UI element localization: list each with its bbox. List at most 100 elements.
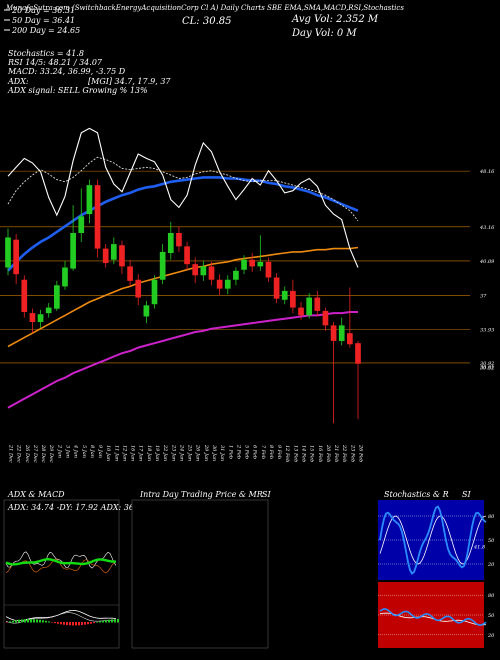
macd-histogram-bar <box>96 621 98 623</box>
date-label: 25 Jan <box>187 444 193 461</box>
stochastics-panel: Stochastics & R SI 41.8 80 50 20 80 50 20 <box>378 490 495 648</box>
candle-body <box>143 305 150 317</box>
price-tick-label: 33.93 <box>480 327 494 333</box>
candle-body <box>249 259 256 267</box>
candle-body <box>338 325 345 341</box>
macd-histogram-bar <box>66 622 68 626</box>
candle-body <box>159 251 166 280</box>
adx-panel-title: ADX & MACD <box>7 490 65 499</box>
intraday-panel-title: Intra Day Trading Price & MR <box>139 490 263 499</box>
avg-vol-label: Avg Vol: 2.352 M <box>291 14 379 25</box>
rsi-tick-label: 50 <box>488 613 495 619</box>
legend-label: 50 Day = 36.41 <box>12 16 75 25</box>
macd-histogram-bar <box>72 622 74 626</box>
date-label: 7 Feb <box>260 445 266 459</box>
date-label: 18 Jan <box>146 445 152 461</box>
macd-histogram-bar <box>51 622 53 623</box>
candle-body <box>314 297 321 311</box>
macd-histogram-bar <box>99 621 101 623</box>
macd-histogram-bar <box>81 622 83 626</box>
candle-body <box>233 270 239 280</box>
date-label: 4 Jan <box>73 444 79 458</box>
candle-body <box>224 279 231 289</box>
date-label: 5 Feb <box>244 445 250 459</box>
date-label: 5 Jan <box>81 445 87 458</box>
date-label: 29 Jan <box>203 444 209 461</box>
date-label: 11 Jan <box>113 445 119 461</box>
stoch-tick-label: 80 <box>488 514 495 520</box>
candle-body <box>151 279 158 305</box>
date-label: 26 Dec <box>24 444 30 463</box>
adx-panel-frame <box>3 499 120 649</box>
stoch-value-label: 41.8 <box>473 545 485 551</box>
date-label: 21 Feb <box>333 444 339 462</box>
candle-body <box>127 266 133 281</box>
sma-dotted-line <box>7 156 359 222</box>
candle-body <box>347 333 353 345</box>
candle-body <box>167 233 174 254</box>
ema100-line <box>7 246 359 348</box>
intraday-panel-right: SI <box>262 490 271 499</box>
moving-average-lines <box>7 127 359 409</box>
date-label: 12 Jan <box>121 445 127 461</box>
candle-body <box>62 267 68 287</box>
price-tick-label: 40.09 <box>479 259 495 265</box>
candle-body <box>192 264 199 276</box>
stoch-tick-label: 50 <box>488 538 495 544</box>
date-label: 14 Feb <box>301 445 307 462</box>
stochastics-label: Stochastics = 41.8 <box>8 49 84 58</box>
macd-histogram-bar <box>27 619 29 623</box>
candle-body <box>45 307 52 314</box>
rsi-label: RSI 14/5: 48.21 / 34.07 <box>7 58 103 67</box>
macd-label: MACD: 33.24, 36.99, -3.75 D <box>7 67 126 76</box>
candle-body <box>290 290 296 308</box>
adx-values: [MGI] 34.7, 17.9, 37 <box>88 77 171 86</box>
candle-body <box>86 185 93 215</box>
adx-line <box>5 557 117 566</box>
stoch-panel-title: Stochastics & R <box>384 490 449 499</box>
date-label: 22 Jan <box>162 444 168 461</box>
macd-histogram-bar <box>33 619 35 623</box>
date-label: 2 Jan <box>56 444 62 458</box>
date-label: 23 Feb <box>349 444 355 462</box>
rsi-tick-label: 80 <box>488 593 495 599</box>
adx-label: ADX: <box>7 77 29 86</box>
candle-body <box>13 239 19 275</box>
macd-histogram-bar <box>60 622 62 625</box>
intraday-panel-frame <box>131 499 269 649</box>
adx-signal: ADX signal: SELL Growing % 13% <box>7 86 148 95</box>
date-label: 9 Jan <box>97 445 103 458</box>
candle-body <box>241 259 247 270</box>
adx-macd-panel: ADX & MACD ADX: 34.74 -DY: 17.92 ADX: 36… <box>3 490 147 649</box>
macd-histogram-bar <box>114 619 116 623</box>
macd-histogram-bar <box>57 622 59 624</box>
candle-body <box>135 279 142 298</box>
macd-histogram-bar <box>15 620 17 623</box>
candle-body <box>257 261 264 267</box>
date-label: 26 Feb <box>358 444 364 462</box>
macd-histogram-bar <box>18 619 20 623</box>
candle-body <box>176 233 182 247</box>
macd-histogram-bar <box>117 619 119 623</box>
date-label: 23 Jan <box>170 444 176 461</box>
date-label: 27 Dec <box>32 444 38 463</box>
date-label: 19 Jan <box>154 445 160 461</box>
price-tick-label: 30.92 <box>480 361 494 367</box>
candle-body <box>78 216 85 233</box>
price-gridlines <box>0 170 470 364</box>
macd-histogram-bar <box>9 621 11 623</box>
candle-body <box>5 237 11 268</box>
date-labels: 21 Dec 22 Dec 26 Dec 27 Dec 28 Dec 29 Dec 2 Ja… <box>8 444 364 463</box>
candle-body <box>322 310 329 326</box>
candle-body <box>200 266 207 276</box>
macd-histogram-bar <box>105 620 107 623</box>
macd-histogram-bar <box>78 622 80 626</box>
date-label: 22 Dec <box>16 444 22 463</box>
adx-minus-line <box>5 558 117 574</box>
date-label: 22 Feb <box>341 444 347 462</box>
stoch-d-line <box>379 515 487 565</box>
date-label: 12 Feb <box>284 445 290 462</box>
adx-panel-sub: ADX: 34.74 -DY: 17.92 ADX: 36.99 <box>7 503 147 512</box>
